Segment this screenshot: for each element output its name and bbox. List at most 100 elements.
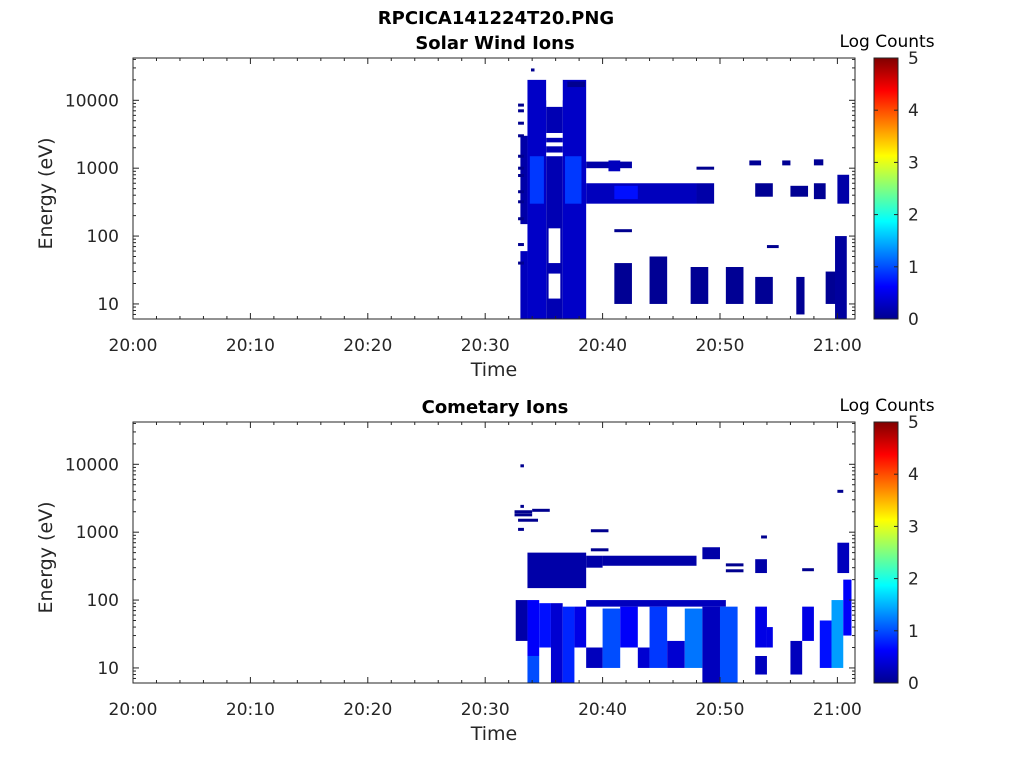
x-tick-label: 20:10 [226,336,275,356]
data-cell [702,547,720,560]
data-line [518,109,524,113]
colorbar-tick-label: 2 [908,206,919,226]
data-cell [565,156,582,204]
panel-title: Solar Wind Ions [415,33,574,54]
data-cell [586,600,726,607]
data-line [567,84,585,88]
data-cell [527,655,540,683]
data-line [518,190,524,194]
data-cell [520,251,528,319]
data-cell [667,640,685,668]
colorbar-tick-label: 0 [908,674,919,694]
data-cell [529,156,544,204]
empty-bin [546,132,563,138]
data-cell [790,640,803,675]
y-tick-label: 10 [97,295,119,315]
x-tick-label: 20:30 [461,700,510,720]
data-cell [825,271,838,304]
colorbar-tick-label: 5 [908,413,919,433]
data-line [725,569,744,573]
x-tick-label: 21:00 [813,336,862,356]
x-tick-label: 21:00 [813,700,862,720]
data-line [518,261,524,265]
data-cell [614,263,632,304]
data-cell [755,183,773,197]
colorbar-label: Log Counts [839,396,934,416]
data-cell [690,267,709,304]
cometary-ions-panel: 20:00 20:10 20:20 20:30 20:40 20:50 21:0010100… [35,396,935,745]
data-cell [620,606,638,648]
data-line [725,563,744,567]
data-line [518,518,539,522]
data-line [514,510,533,514]
data-line [766,245,779,249]
x-axis-label: Time [470,359,518,381]
data-line [518,174,524,178]
data-line [590,529,609,533]
data-line [802,568,814,572]
data-line [590,548,609,552]
data-cell [749,160,762,166]
data-cell [802,606,814,641]
data-cell [719,606,738,683]
data-cell [574,606,587,648]
x-tick-label: 20:20 [343,700,392,720]
data-cell [527,552,587,589]
y-tick-label: 100 [87,591,119,611]
x-tick-label: 20:40 [578,336,627,356]
data-cell [755,655,767,675]
data-cell [649,256,668,304]
y-tick-label: 100 [87,227,119,247]
data-line [518,154,524,158]
data-cell [637,647,650,668]
x-tick-label: 20:30 [461,336,510,356]
data-cell [515,600,528,641]
data-line [567,81,585,85]
x-axis-label: Time [470,723,518,745]
data-line [518,527,524,531]
data-line [761,535,767,539]
data-cell [539,603,551,648]
x-tick-label: 20:50 [695,700,744,720]
data-cell [837,174,850,204]
data-cell [562,606,575,683]
data-line [518,166,524,170]
data-cell [614,185,638,200]
x-tick-label: 20:40 [578,700,627,720]
data-line [518,134,524,138]
data-cell [684,608,703,668]
data-line [520,464,524,468]
colorbar-tick-label: 5 [908,49,919,69]
data-cell [755,559,767,574]
empty-bin [546,142,563,147]
data-cell [546,106,563,320]
data-line [514,513,533,517]
colorbar-tick-label: 4 [908,465,919,485]
x-tick-label: 20:10 [226,700,275,720]
data-cell [796,276,805,315]
data-cell [527,600,540,656]
colorbar-tick-label: 3 [908,517,919,537]
data-line [696,166,715,170]
data-line [532,508,550,512]
data-cell [702,606,720,683]
empty-bin [548,228,561,264]
data-cell [837,542,850,574]
colorbar-tick-label: 3 [908,153,919,173]
y-tick-label: 1000 [76,159,119,179]
x-tick-label: 20:00 [109,700,158,720]
solar-wind-ions-panel: 20:00 20:10 20:20 20:30 20:40 20:50 21:0010100… [35,32,935,381]
y-tick-label: 10 [97,659,119,679]
data-line [518,200,524,204]
empty-bin [546,79,563,101]
plot-area [133,58,855,319]
data-cell [813,183,826,200]
colorbar [873,421,899,684]
empty-bin [548,273,561,299]
y-axis-label: Energy (eV) [35,501,57,613]
colorbar-tick-label: 1 [908,622,919,642]
data-line [518,243,524,247]
data-cell [782,160,791,166]
data-line [837,489,844,493]
colorbar-label: Log Counts [839,32,934,52]
